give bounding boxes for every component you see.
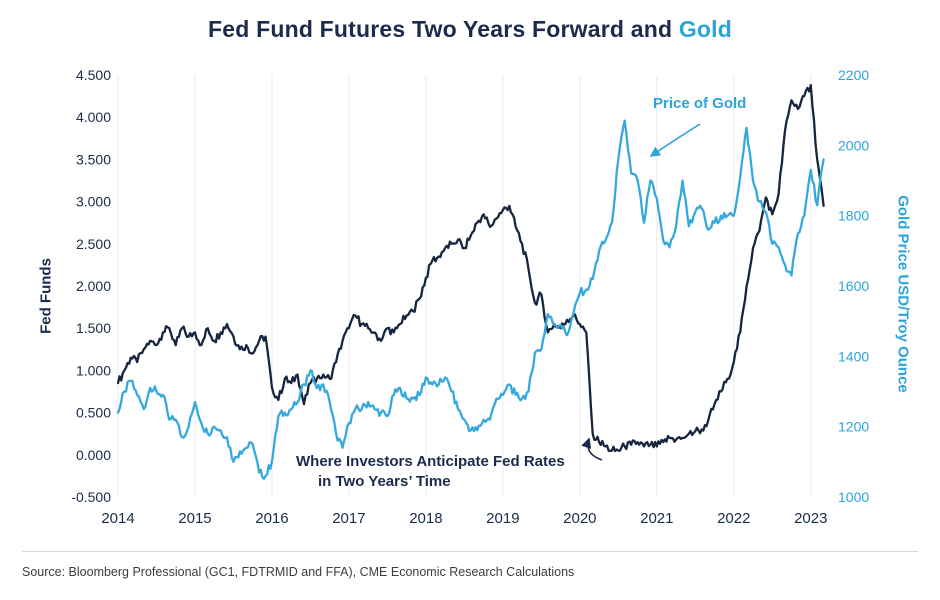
svg-text:2019: 2019 — [486, 510, 519, 527]
axis-tick-labels: 2014 2015 2016 2017 2018 2019 2020 2021 2022 2023… — [71, 67, 869, 527]
fed-rates-annotation-line1: Where Investors Anticipate Fed Rates — [296, 453, 565, 470]
svg-text:2020: 2020 — [563, 510, 596, 527]
svg-text:1400: 1400 — [838, 348, 869, 364]
gold-annotation-arrow — [649, 123, 701, 157]
svg-text:2015: 2015 — [178, 510, 211, 527]
line-series — [116, 83, 825, 480]
svg-text:2021: 2021 — [640, 510, 673, 527]
svg-text:1.500: 1.500 — [76, 320, 111, 336]
fed-rates-annotation-line2: in Two Years’ Time — [318, 473, 451, 490]
svg-text:0.500: 0.500 — [76, 405, 111, 421]
annotation-arrows — [581, 123, 701, 461]
svg-text:1600: 1600 — [838, 278, 869, 294]
fed-rates-annotation: Where Investors Anticipate Fed Rates in … — [296, 452, 565, 492]
page-title: Fed Fund Futures Two Years Forward and G… — [0, 16, 940, 43]
source-attribution: Source: Bloomberg Professional (GC1, FDT… — [22, 551, 918, 579]
title-main: Fed Fund Futures Two Years Forward and — [207, 16, 679, 42]
svg-text:1200: 1200 — [838, 419, 869, 435]
svg-text:2017: 2017 — [332, 510, 365, 527]
svg-text:2022: 2022 — [717, 510, 750, 527]
gridlines — [117, 75, 812, 497]
svg-text:2.500: 2.500 — [76, 236, 111, 252]
svg-text:2000: 2000 — [838, 137, 869, 153]
price-of-gold-annotation: Price of Gold — [653, 95, 747, 112]
svg-text:3.000: 3.000 — [76, 194, 111, 210]
svg-text:2023: 2023 — [794, 510, 827, 527]
svg-text:1.000: 1.000 — [76, 362, 111, 378]
title-accent-gold: Gold — [678, 16, 733, 42]
svg-text:2200: 2200 — [838, 67, 869, 83]
series-gold — [116, 119, 825, 480]
svg-text:2.000: 2.000 — [76, 278, 111, 294]
svg-text:-0.500: -0.500 — [71, 489, 111, 505]
right-axis-title: Gold Price USD/Troy Ounce — [894, 195, 912, 393]
svg-text:1000: 1000 — [838, 489, 869, 505]
fed-annotation-arrow — [581, 437, 603, 461]
series-fed-funds — [116, 83, 825, 453]
svg-text:3.500: 3.500 — [76, 151, 111, 167]
svg-text:2014: 2014 — [101, 510, 134, 527]
svg-text:4.000: 4.000 — [76, 109, 111, 125]
svg-text:0.000: 0.000 — [76, 447, 111, 463]
svg-text:1800: 1800 — [838, 208, 869, 224]
svg-text:2018: 2018 — [409, 510, 442, 527]
svg-text:4.500: 4.500 — [76, 67, 111, 83]
svg-text:2016: 2016 — [255, 510, 288, 527]
left-axis-title: Fed Funds — [37, 258, 55, 334]
